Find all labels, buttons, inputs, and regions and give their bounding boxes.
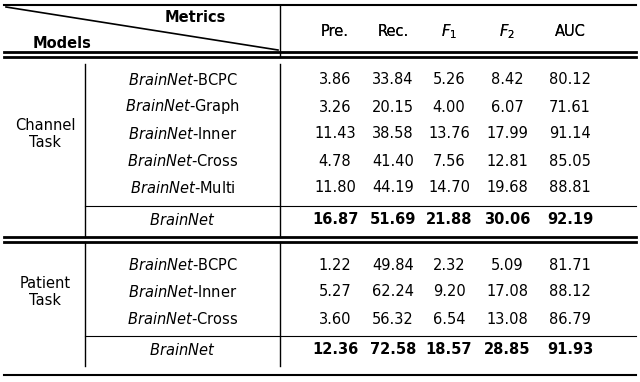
Text: AUC: AUC bbox=[555, 24, 586, 39]
Text: 28.85: 28.85 bbox=[484, 343, 531, 358]
Text: 12.81: 12.81 bbox=[486, 154, 528, 168]
Text: 85.05: 85.05 bbox=[549, 154, 591, 168]
Text: 71.61: 71.61 bbox=[549, 99, 591, 115]
Text: 13.76: 13.76 bbox=[428, 126, 470, 141]
Text: 17.08: 17.08 bbox=[486, 285, 528, 299]
Text: $\mathit{BrainNet}$-Inner: $\mathit{BrainNet}$-Inner bbox=[128, 284, 237, 300]
Text: 2.32: 2.32 bbox=[433, 257, 465, 272]
Text: 16.87: 16.87 bbox=[312, 212, 358, 228]
Text: 9.20: 9.20 bbox=[433, 285, 465, 299]
Text: 91.93: 91.93 bbox=[547, 343, 593, 358]
Text: $\mathit{BrainNet}$: $\mathit{BrainNet}$ bbox=[149, 342, 216, 358]
Text: Pre.: Pre. bbox=[321, 24, 349, 39]
Text: 41.40: 41.40 bbox=[372, 154, 414, 168]
Text: $\mathit{BrainNet}$-Multi: $\mathit{BrainNet}$-Multi bbox=[130, 180, 236, 196]
Text: 8.42: 8.42 bbox=[491, 73, 524, 87]
Text: 6.07: 6.07 bbox=[491, 99, 524, 115]
Text: Channel
Task: Channel Task bbox=[15, 118, 76, 150]
Text: $\mathit{BrainNet}$-BCPC: $\mathit{BrainNet}$-BCPC bbox=[127, 72, 237, 88]
Text: $\mathit{BrainNet}$-Cross: $\mathit{BrainNet}$-Cross bbox=[127, 311, 238, 327]
Text: 49.84: 49.84 bbox=[372, 257, 414, 272]
Text: 3.26: 3.26 bbox=[319, 99, 351, 115]
Text: 4.00: 4.00 bbox=[433, 99, 465, 115]
Text: 11.43: 11.43 bbox=[314, 126, 356, 141]
Text: $\mathit{F}_1$: $\mathit{F}_1$ bbox=[441, 23, 457, 41]
Text: 3.60: 3.60 bbox=[319, 311, 351, 327]
Text: 72.58: 72.58 bbox=[370, 343, 416, 358]
Text: 30.06: 30.06 bbox=[484, 212, 530, 228]
Text: Models: Models bbox=[33, 37, 92, 52]
Text: Metrics: Metrics bbox=[164, 10, 226, 26]
Text: AUC: AUC bbox=[555, 24, 586, 39]
Text: $\mathit{BrainNet}$-BCPC: $\mathit{BrainNet}$-BCPC bbox=[127, 257, 237, 273]
Text: $\mathit{F}_2$: $\mathit{F}_2$ bbox=[499, 23, 515, 41]
Text: Rec.: Rec. bbox=[378, 24, 408, 39]
Text: 33.84: 33.84 bbox=[372, 73, 413, 87]
Text: 38.58: 38.58 bbox=[372, 126, 414, 141]
Text: $\mathit{BrainNet}$-Graph: $\mathit{BrainNet}$-Graph bbox=[125, 97, 240, 117]
Text: 14.70: 14.70 bbox=[428, 181, 470, 196]
Text: 81.71: 81.71 bbox=[549, 257, 591, 272]
Text: Patient
Task: Patient Task bbox=[19, 276, 70, 308]
Text: 51.69: 51.69 bbox=[370, 212, 416, 228]
Text: 44.19: 44.19 bbox=[372, 181, 414, 196]
Text: Rec.: Rec. bbox=[378, 24, 408, 39]
Text: 5.27: 5.27 bbox=[319, 285, 351, 299]
Text: 92.19: 92.19 bbox=[547, 212, 593, 228]
Text: 11.80: 11.80 bbox=[314, 181, 356, 196]
Text: $\mathit{BrainNet}$-Cross: $\mathit{BrainNet}$-Cross bbox=[127, 153, 238, 169]
Text: 4.78: 4.78 bbox=[319, 154, 351, 168]
Text: 12.36: 12.36 bbox=[312, 343, 358, 358]
Text: 91.14: 91.14 bbox=[549, 126, 591, 141]
Text: 19.68: 19.68 bbox=[486, 181, 528, 196]
Text: 1.22: 1.22 bbox=[319, 257, 351, 272]
Text: Pre.: Pre. bbox=[321, 24, 349, 39]
Text: 5.26: 5.26 bbox=[433, 73, 465, 87]
Text: 5.09: 5.09 bbox=[491, 257, 524, 272]
Text: 7.56: 7.56 bbox=[433, 154, 465, 168]
Text: $\mathit{BrainNet}$-Inner: $\mathit{BrainNet}$-Inner bbox=[128, 126, 237, 142]
Text: $F_2$: $F_2$ bbox=[499, 23, 515, 41]
Text: $F_1$: $F_1$ bbox=[441, 23, 457, 41]
Text: 56.32: 56.32 bbox=[372, 311, 414, 327]
Text: 21.88: 21.88 bbox=[426, 212, 472, 228]
Text: 18.57: 18.57 bbox=[426, 343, 472, 358]
Text: 3.86: 3.86 bbox=[319, 73, 351, 87]
Text: 17.99: 17.99 bbox=[486, 126, 528, 141]
Text: 86.79: 86.79 bbox=[549, 311, 591, 327]
Text: 88.81: 88.81 bbox=[549, 181, 591, 196]
Text: 80.12: 80.12 bbox=[549, 73, 591, 87]
Text: 88.12: 88.12 bbox=[549, 285, 591, 299]
Text: 6.54: 6.54 bbox=[433, 311, 465, 327]
Text: 62.24: 62.24 bbox=[372, 285, 414, 299]
Text: 20.15: 20.15 bbox=[372, 99, 414, 115]
Text: 13.08: 13.08 bbox=[486, 311, 528, 327]
Text: $\mathit{BrainNet}$: $\mathit{BrainNet}$ bbox=[149, 212, 216, 228]
